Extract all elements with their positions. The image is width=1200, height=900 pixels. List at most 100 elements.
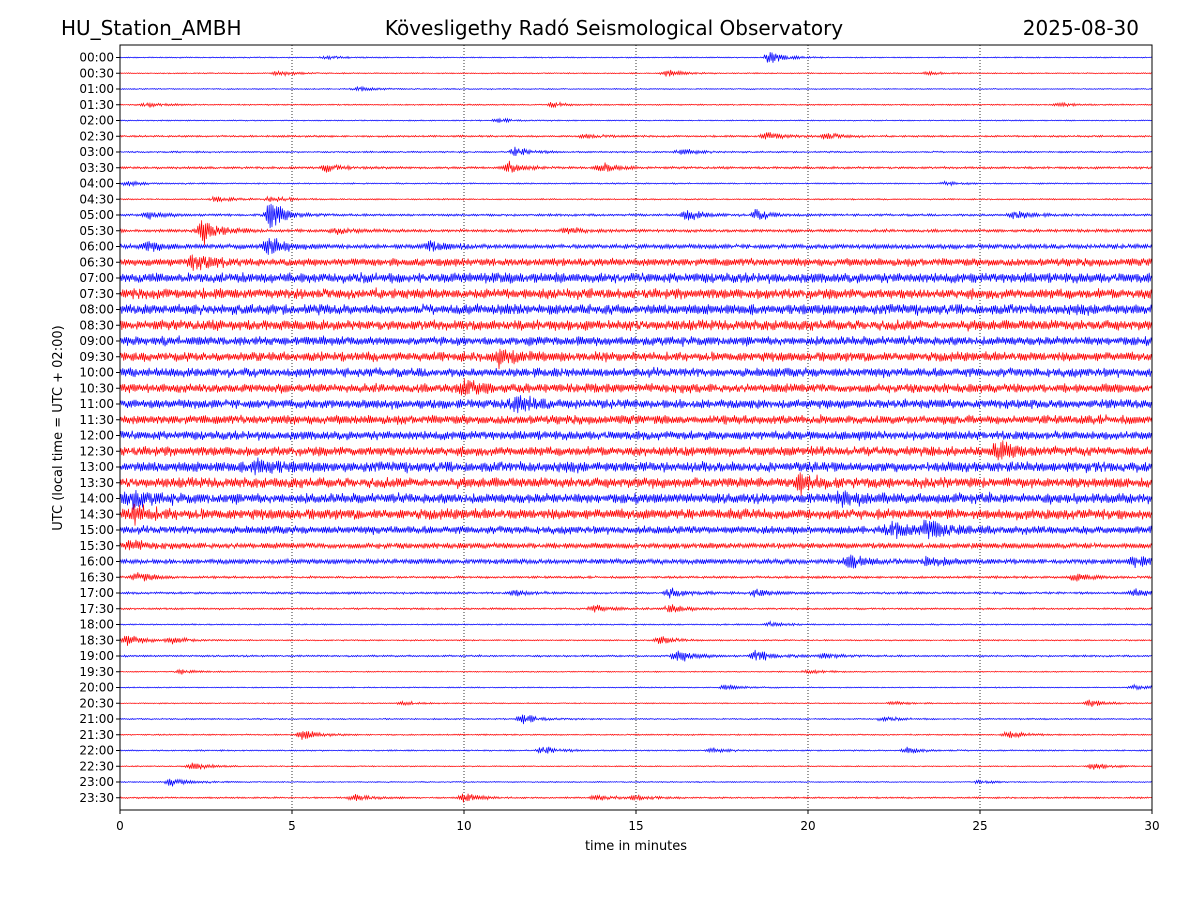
y-tick-label: 00:30 bbox=[79, 66, 114, 80]
trace-line-0200 bbox=[120, 117, 1152, 124]
y-tick-label: 22:00 bbox=[79, 744, 114, 758]
trace-line-2030 bbox=[120, 699, 1152, 707]
y-tick-label: 06:30 bbox=[79, 255, 114, 269]
trace-line-0300 bbox=[120, 146, 1152, 157]
x-tick-label: 25 bbox=[972, 819, 987, 833]
trace-line-1200 bbox=[120, 430, 1152, 441]
y-tick-label: 18:00 bbox=[79, 618, 114, 632]
x-tick-label: 30 bbox=[1144, 819, 1159, 833]
y-tick-label: 15:00 bbox=[79, 523, 114, 537]
trace-line-0900 bbox=[120, 335, 1152, 347]
y-tick-label: 15:30 bbox=[79, 539, 114, 553]
trace-line-1000 bbox=[120, 366, 1152, 379]
y-tick-label: 21:00 bbox=[79, 712, 114, 726]
trace-line-1530 bbox=[120, 539, 1152, 551]
y-tick-label: 19:00 bbox=[79, 649, 114, 663]
trace-line-0000 bbox=[120, 52, 1152, 63]
y-tick-label: 20:30 bbox=[79, 696, 114, 710]
y-tick-label: 16:00 bbox=[79, 555, 114, 569]
y-tick-label: 03:30 bbox=[79, 161, 114, 175]
y-tick-label: 05:00 bbox=[79, 208, 114, 222]
trace-line-0030 bbox=[120, 69, 1152, 77]
y-tick-label: 18:30 bbox=[79, 633, 114, 647]
x-tick-label: 15 bbox=[628, 819, 643, 833]
y-tick-label: 10:00 bbox=[79, 366, 114, 380]
y-tick-label: 23:30 bbox=[79, 791, 114, 805]
y-tick-label: 09:30 bbox=[79, 350, 114, 364]
trace-line-1700 bbox=[120, 587, 1152, 599]
trace-line-1330 bbox=[120, 472, 1152, 496]
trace-line-1800 bbox=[120, 620, 1152, 628]
trace-line-2100 bbox=[120, 714, 1152, 725]
y-tick-label: 06:00 bbox=[79, 240, 114, 254]
trace-line-1230 bbox=[120, 440, 1152, 461]
trace-line-0930 bbox=[120, 348, 1152, 370]
y-tick-label: 01:30 bbox=[79, 98, 114, 112]
x-tick-label: 0 bbox=[116, 819, 124, 833]
trace-line-1730 bbox=[120, 604, 1152, 613]
trace-line-0730 bbox=[120, 287, 1152, 300]
trace-line-0700 bbox=[120, 272, 1152, 284]
trace-line-1400 bbox=[120, 489, 1152, 510]
y-tick-label: 07:30 bbox=[79, 287, 114, 301]
trace-line-2000 bbox=[120, 683, 1152, 691]
trace-line-1130 bbox=[120, 414, 1152, 425]
trace-area bbox=[120, 52, 1152, 803]
y-tick-label: 07:00 bbox=[79, 271, 114, 285]
x-axis-label: time in minutes bbox=[585, 839, 687, 854]
trace-line-1030 bbox=[120, 378, 1152, 396]
y-tick-label: 08:30 bbox=[79, 318, 114, 332]
y-tick-label: 12:30 bbox=[79, 444, 114, 458]
trace-line-0500 bbox=[120, 203, 1152, 229]
trace-line-2130 bbox=[120, 730, 1152, 740]
observatory-title: Kövesligethy Radó Seismological Observat… bbox=[385, 16, 843, 40]
y-tick-label: 02:30 bbox=[79, 129, 114, 143]
y-tick-label: 11:00 bbox=[79, 397, 114, 411]
x-tick-labels: 0 5 10 15 20 25 30 bbox=[116, 810, 1160, 833]
y-tick-label: 00:00 bbox=[79, 51, 114, 65]
y-tick-label: 08:00 bbox=[79, 303, 114, 317]
y-tick-label: 12:00 bbox=[79, 429, 114, 443]
x-tick-label: 20 bbox=[800, 819, 815, 833]
x-tick-label: 5 bbox=[288, 819, 296, 833]
trace-line-0600 bbox=[120, 237, 1152, 255]
trace-line-2300 bbox=[120, 778, 1152, 787]
trace-line-0230 bbox=[120, 132, 1152, 140]
y-tick-label: 20:00 bbox=[79, 681, 114, 695]
y-tick-label: 13:30 bbox=[79, 476, 114, 490]
trace-line-0100 bbox=[120, 85, 1152, 92]
y-tick-label: 03:00 bbox=[79, 145, 114, 159]
y-tick-label: 14:30 bbox=[79, 507, 114, 521]
trace-line-0330 bbox=[120, 160, 1152, 173]
trace-line-1430 bbox=[120, 503, 1152, 526]
trace-line-1930 bbox=[120, 668, 1152, 675]
trace-line-1300 bbox=[120, 457, 1152, 476]
y-tick-label: 21:30 bbox=[79, 728, 114, 742]
trace-line-1830 bbox=[120, 635, 1152, 646]
y-tick-label: 10:30 bbox=[79, 381, 114, 395]
trace-line-1600 bbox=[120, 554, 1152, 569]
trace-line-2330 bbox=[120, 793, 1152, 803]
y-tick-label: 02:00 bbox=[79, 114, 114, 128]
trace-line-1630 bbox=[120, 572, 1152, 582]
trace-line-0530 bbox=[120, 220, 1152, 246]
y-tick-label: 23:00 bbox=[79, 775, 114, 789]
y-tick-label: 22:30 bbox=[79, 759, 114, 773]
x-tick-label: 10 bbox=[456, 819, 471, 833]
trace-line-0830 bbox=[120, 319, 1152, 332]
trace-line-1900 bbox=[120, 649, 1152, 662]
trace-line-1500 bbox=[120, 519, 1152, 540]
y-tick-label: 19:30 bbox=[79, 665, 114, 679]
trace-line-0400 bbox=[120, 180, 1152, 188]
trace-line-0630 bbox=[120, 254, 1152, 271]
station-title: HU_Station_AMBH bbox=[61, 16, 241, 40]
y-tick-label: 04:30 bbox=[79, 192, 114, 206]
y-tick-label: 16:30 bbox=[79, 570, 114, 584]
trace-line-0430 bbox=[120, 195, 1152, 203]
date-title: 2025-08-30 bbox=[1023, 16, 1139, 40]
trace-line-1100 bbox=[120, 395, 1152, 414]
y-tick-label: 17:30 bbox=[79, 602, 114, 616]
y-tick-label: 13:00 bbox=[79, 460, 114, 474]
